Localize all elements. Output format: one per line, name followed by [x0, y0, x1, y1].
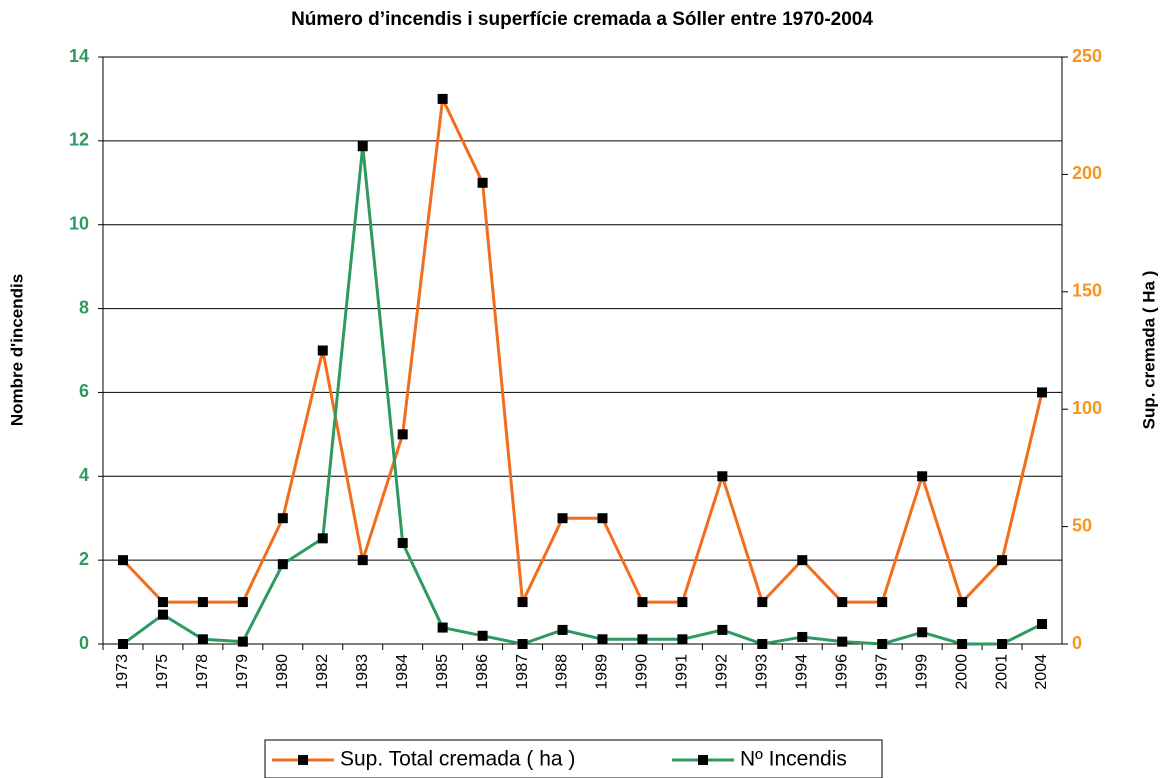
x-tick-label: 1973 [114, 654, 131, 690]
marker [517, 597, 528, 608]
marker [357, 141, 368, 152]
marker [757, 597, 768, 608]
x-tick-label: 1996 [833, 654, 850, 690]
marker [197, 634, 208, 645]
legend-box [264, 739, 883, 778]
marker [797, 555, 808, 566]
marker [957, 597, 968, 608]
marker [837, 636, 848, 647]
x-tick-label: 1994 [793, 654, 810, 690]
y2-tick-label: 150 [1072, 281, 1102, 301]
marker [837, 597, 848, 608]
x-tick-label: 1983 [354, 654, 371, 690]
marker [117, 555, 128, 566]
series-line [121, 93, 1044, 608]
marker [477, 177, 488, 188]
chart-title: Número d’incendis i superfície cremada a… [291, 9, 873, 30]
marker [877, 597, 888, 608]
legend-marker [298, 755, 308, 765]
y-tick-label: 8 [79, 297, 89, 317]
x-tick-label: 1991 [674, 654, 691, 690]
x-tick-label: 1986 [474, 654, 491, 690]
marker [117, 639, 128, 649]
y2-tick-label: 50 [1072, 515, 1092, 535]
x-tick-label: 2000 [953, 654, 970, 690]
marker [1037, 619, 1048, 630]
marker [597, 513, 608, 524]
x-tick-label: 2001 [993, 654, 1010, 690]
marker [437, 93, 448, 104]
x-tick-label: 1999 [913, 654, 930, 690]
marker [557, 624, 568, 635]
x-tick-label: 1980 [274, 654, 291, 690]
marker [557, 513, 568, 524]
marker [637, 634, 648, 645]
marker [397, 538, 408, 549]
x-tick-label: 1985 [434, 654, 451, 690]
marker [957, 639, 968, 649]
x-tick-label: 1979 [234, 654, 251, 690]
legend-marker [698, 755, 708, 765]
legend-label: Sup. Total cremada ( ha ) [340, 748, 575, 771]
marker [717, 471, 728, 482]
marker [397, 429, 408, 440]
marker [357, 555, 368, 566]
y2-axis-label: Sup. cremada ( Ha ) [1139, 271, 1158, 430]
y-tick-label: 10 [69, 213, 89, 233]
x-tick-label: 1992 [714, 654, 731, 690]
y-tick-label: 6 [79, 381, 89, 401]
y-axis-label: Nombre d'incendis [7, 274, 26, 426]
marker [757, 639, 768, 649]
x-tick-label: 2004 [1033, 654, 1050, 690]
x-tick-label: 1993 [754, 654, 771, 690]
x-tick-label: 1975 [154, 654, 171, 690]
y-tick-label: 14 [69, 46, 89, 66]
marker [1037, 387, 1048, 398]
x-tick-label: 1989 [594, 654, 611, 690]
y-tick-label: 12 [69, 130, 89, 150]
marker [317, 533, 328, 544]
marker [677, 597, 688, 608]
marker [517, 639, 528, 649]
marker [157, 609, 168, 620]
legend-label: Nº Incendis [740, 748, 847, 771]
x-tick-label: 1982 [314, 654, 331, 690]
x-tick-label: 1997 [873, 654, 890, 690]
x-tick-label: 1988 [554, 654, 571, 690]
marker [677, 634, 688, 645]
marker [237, 597, 248, 608]
marker [917, 627, 928, 638]
y2-tick-label: 0 [1072, 633, 1082, 653]
marker [997, 639, 1008, 649]
marker [157, 597, 168, 608]
y-tick-label: 0 [79, 633, 89, 653]
marker [277, 559, 288, 570]
x-tick-label: 1984 [394, 654, 411, 690]
marker [877, 639, 888, 649]
marker [237, 636, 248, 647]
marker [597, 634, 608, 645]
series-line [122, 146, 1043, 646]
x-tick-label: 1987 [514, 654, 531, 690]
marker [277, 513, 288, 524]
y-tick-label: 4 [79, 465, 89, 485]
marker [317, 345, 328, 356]
x-tick-label: 1978 [194, 654, 211, 690]
marker [637, 597, 648, 608]
y2-tick-label: 250 [1072, 46, 1102, 66]
y2-tick-label: 100 [1072, 398, 1102, 418]
marker [477, 630, 488, 641]
y2-tick-label: 200 [1072, 163, 1102, 183]
marker [997, 555, 1008, 566]
marker [797, 631, 808, 642]
y-tick-label: 2 [79, 549, 89, 569]
marker [197, 597, 208, 608]
x-tick-label: 1990 [634, 654, 651, 690]
marker [437, 622, 448, 633]
marker [717, 624, 728, 635]
marker [917, 471, 928, 482]
